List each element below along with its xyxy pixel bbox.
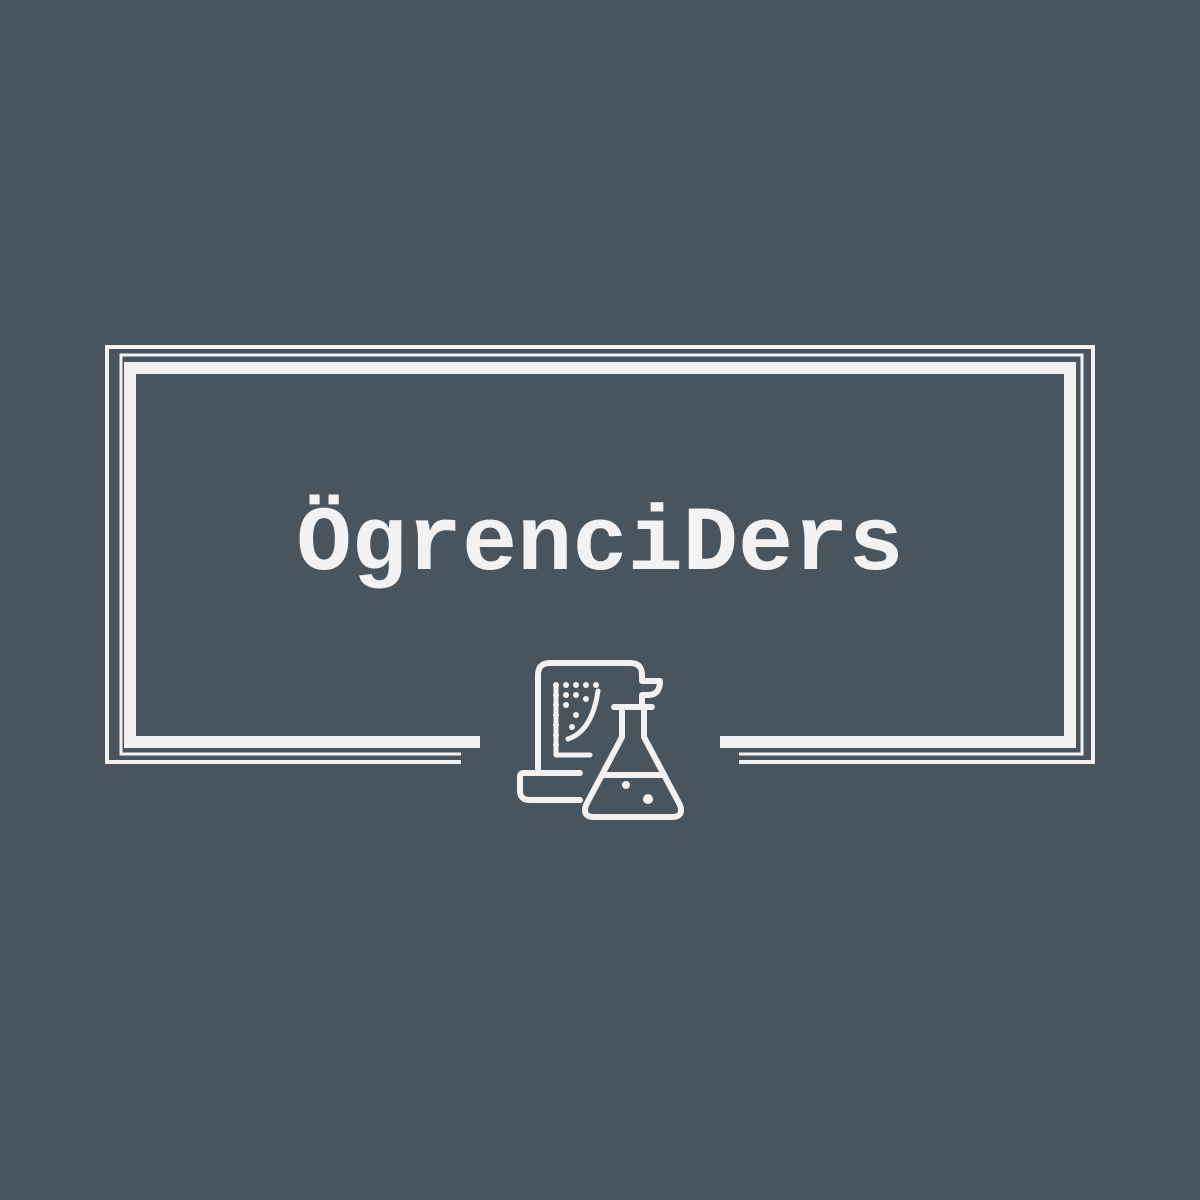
- inner-frame-line: [124, 362, 1076, 748]
- middle-frame-line: [119, 353, 1084, 756]
- science-scroll-flask-icon: [517, 660, 684, 820]
- brand-title: ÖgrenciDers: [296, 492, 904, 597]
- outer-frame-line: [105, 345, 1095, 764]
